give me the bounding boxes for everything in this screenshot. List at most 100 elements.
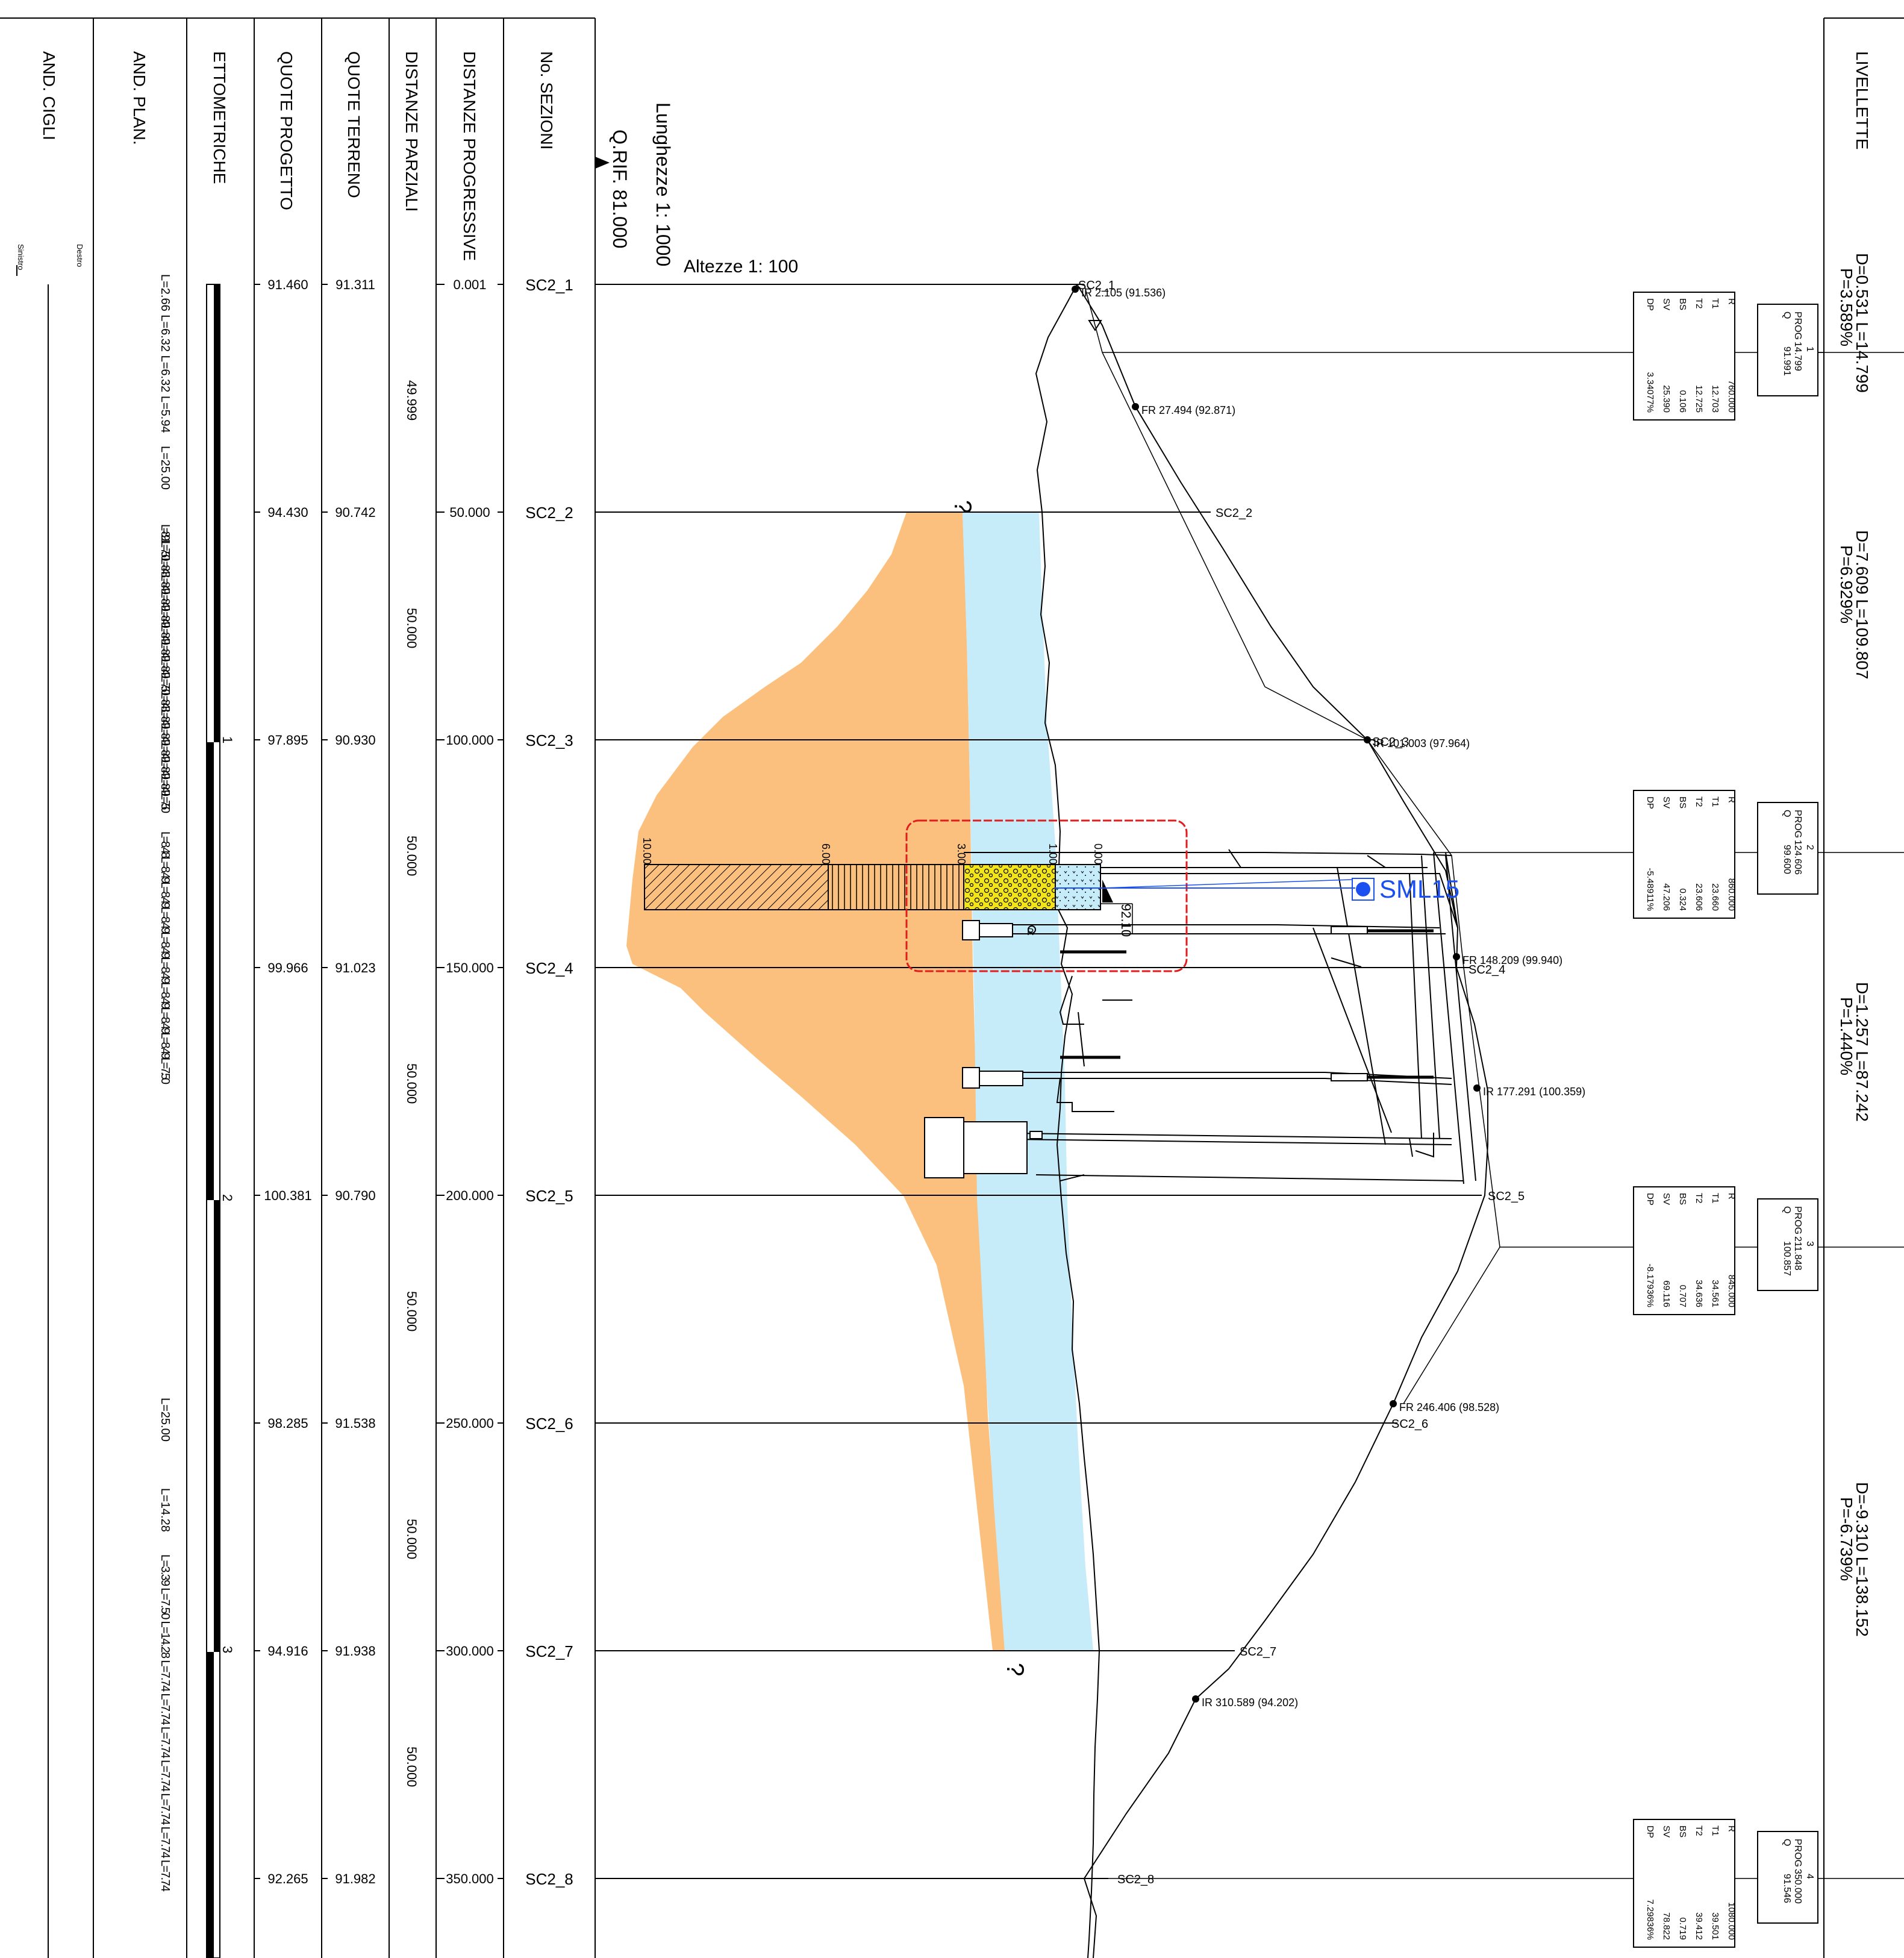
and-plan-label: L=2.66 L=6.32 L=6.32 L=5.94 (158, 274, 172, 433)
and-plan-label: L=14.28 (158, 1488, 172, 1532)
ettometrica-number: 3 (220, 1646, 235, 1653)
quote-terreno-value: 90.930 (335, 733, 375, 748)
profile-point-label: IR 310.589 (94.202) (1202, 1697, 1298, 1709)
livelletta-grade: P=3.589% (1837, 268, 1856, 346)
and-cigli-lines (16, 265, 49, 1958)
profile-point-label: FR 246.406 (98.528) (1399, 1401, 1499, 1413)
curve-param-key: T1 (1710, 1193, 1720, 1204)
partial-distance: 50.000 (404, 1519, 419, 1559)
vertical-curve-boxes: 1PROG14.799Q91.991R760.000T112.703T212.7… (1633, 292, 1818, 1948)
depth-label-3: 3.00 (955, 843, 967, 865)
row-label-distanze-progressive: DISTANZE PROGRESSIVE (460, 51, 479, 261)
side-label-destro: Destro (75, 244, 84, 267)
stratigraphy-column (644, 864, 1101, 910)
profile-point-marker (1132, 403, 1139, 410)
reference-triangle-icon (595, 157, 610, 169)
curve-parameter-box (1633, 1819, 1735, 1948)
section-id: SC2_8 (525, 1870, 573, 1888)
reference-elevation: Q.RIF. 81.000 (609, 130, 631, 248)
curve-param-value: 78.822 (1661, 1912, 1671, 1940)
profile-section-label: SC2_4 (1469, 963, 1505, 977)
curve-param-value: 0.719 (1678, 1917, 1688, 1940)
curve-param-key: BS (1678, 298, 1688, 310)
livellette-title: LIVELLETTE (1853, 51, 1871, 149)
partial-distance: 50.000 (404, 1063, 419, 1104)
curve-parameter-box (1633, 790, 1735, 919)
curve-param-value: 12.703 (1710, 385, 1720, 413)
row-label-ettometriche: ETTOMETRICHE (210, 51, 229, 184)
curve-param-key: BS (1678, 796, 1688, 809)
question-mark-bottom: ? (1002, 1663, 1028, 1676)
profile-section-label: SC2_1 (1078, 279, 1115, 292)
curve-param-key: R (1726, 796, 1737, 803)
curve-param-value: 34.561 (1710, 1280, 1720, 1307)
section-id: SC2_4 (525, 959, 573, 977)
quote-progetto-value: 97.895 (267, 733, 308, 748)
curve-param-key: BS (1678, 1825, 1688, 1838)
curve-prog: 211.848 (1793, 1236, 1803, 1271)
quote-progetto-value: 99.966 (267, 960, 308, 975)
quote-terreno-value: 90.790 (335, 1188, 375, 1203)
quote-terreno-value: 91.938 (335, 1644, 375, 1659)
curve-param-key: SV (1661, 1825, 1671, 1838)
curve-param-value: 860.000 (1726, 878, 1737, 911)
profile-section-label: SC2_6 (1391, 1418, 1428, 1431)
curve-param-value: 23.606 (1694, 883, 1704, 911)
curve-q: 91.546 (1782, 1874, 1792, 1903)
and-plan-label: L=8.91 L=7.50 L=8.48 L=8.49 L=8.49 L=8.4… (158, 524, 172, 813)
curve-number: 2 (1805, 845, 1815, 850)
section-lines (595, 284, 1482, 1879)
curve-param-value: 760.000 (1726, 380, 1737, 413)
sml-tag: SML15 (1379, 875, 1459, 903)
livelletta-grade: P=-6.739% (1837, 1497, 1856, 1581)
profile-point-marker (1364, 736, 1371, 743)
quote-progetto-value: 91.460 (267, 277, 308, 292)
curve-number: 4 (1805, 1874, 1815, 1879)
curve-q-label: Q (1782, 1206, 1792, 1213)
curve-prog-label: PROG (1793, 1839, 1803, 1867)
quote-terreno-value: 91.311 (336, 277, 375, 292)
curve-param-value: 0.324 (1678, 888, 1688, 911)
section-profile-labels: SC2_1 SC2_2 SC2_3 SC2_4 SC2_5 SC2_6 SC2_7 SC2_8 (1078, 279, 1525, 1886)
side-label-sinistro: Sinistro (16, 244, 25, 270)
quote-terreno-value: 91.023 (335, 960, 375, 975)
section-rows: 91.460 91.311 0.001 SC2_1 94.430 90.742 50.000… (254, 276, 573, 1888)
partial-distance: 50.000 (404, 1291, 419, 1331)
ettometriche-numbers: 1 2 3 (220, 736, 235, 1653)
profile-section-label: SC2_7 (1240, 1645, 1276, 1659)
curve-parameter-box (1633, 292, 1735, 421)
quote-progetto-value: 94.430 (267, 505, 308, 520)
partial-distance: 49.999 (404, 380, 419, 421)
elevation-triangle-icon (1102, 880, 1113, 902)
profile-point-label: IR 2.105 (91.536) (1081, 287, 1166, 299)
profile-section-label: SC2_2 (1216, 507, 1252, 520)
profile-point-marker (1192, 1695, 1199, 1703)
curve-param-value: 39.501 (1710, 1912, 1720, 1940)
curve-param-value: -5.48911% (1645, 868, 1655, 911)
curve-param-key: R (1726, 1193, 1737, 1200)
curve-prog-label: PROG (1793, 810, 1803, 838)
profile-point-label: FR 27.494 (92.871) (1141, 404, 1235, 416)
curve-param-key: T2 (1694, 298, 1704, 309)
excavation-zone (626, 512, 1005, 1651)
curve-param-key: SV (1661, 796, 1671, 809)
curve-q-label: Q (1782, 1839, 1792, 1846)
profile-point-marker (1390, 1400, 1397, 1407)
curve-param-value: 25.390 (1661, 385, 1671, 413)
profile-points: IR 2.105 (91.536) FR 27.494 (92.871) IR 10… (1072, 286, 1585, 1709)
scale-heights: Altezze 1: 100 (684, 257, 798, 277)
ettometriche-bar (206, 284, 220, 1958)
curve-param-value: 39.412 (1694, 1912, 1704, 1940)
curve-prog-label: PROG (1793, 311, 1803, 340)
profile-section-label: SC2_3 (1372, 736, 1409, 749)
profile-point-label: FR 148.209 (99.940) (1462, 954, 1562, 966)
livelletta-length: D=0.531 L=14.799 (1853, 253, 1871, 393)
curve-number: 1 (1805, 346, 1815, 352)
curve-q: 99.600 (1782, 845, 1792, 874)
row-label-quote-terreno: QUOTE TERRENO (345, 51, 363, 198)
curve-q-label: Q (1782, 311, 1792, 319)
livellette-column (1823, 17, 1904, 1958)
curve-param-key: SV (1661, 1193, 1671, 1205)
